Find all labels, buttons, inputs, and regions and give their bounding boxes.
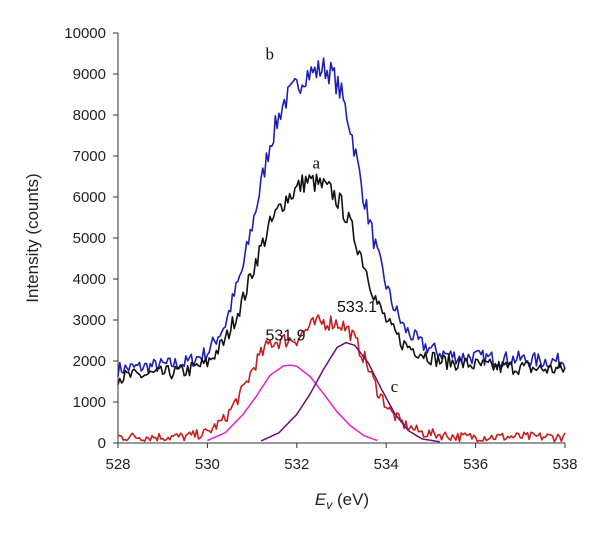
x-tick-label: 534 (374, 456, 399, 473)
x-tick-label: 538 (552, 456, 577, 473)
annotation-533-1: 533.1 (337, 299, 377, 316)
annotation-531-9: 531.9 (266, 328, 306, 345)
series-line-fit-533.1 (260, 341, 440, 443)
series-line-c (117, 314, 566, 443)
x-axis-label-symbol: E (315, 490, 327, 509)
x-tick-label: 536 (463, 456, 488, 473)
series-line-a (117, 173, 566, 385)
y-tick-label: 2000 (73, 353, 106, 370)
y-tick-label: 1000 (73, 394, 106, 411)
series-line-fit-531.9 (207, 364, 378, 442)
series-line-b (117, 57, 566, 377)
y-tick-label: 3000 (73, 312, 106, 329)
y-axis-label: Intensity (counts) (23, 173, 42, 302)
x-tick-label: 532 (284, 456, 309, 473)
annotation-c: c (391, 377, 399, 396)
annotation-b: b (266, 45, 275, 64)
y-tick-label: 8000 (73, 107, 106, 124)
annotation-a: a (312, 153, 320, 172)
y-tick-label: 10000 (64, 25, 106, 42)
x-tick-label: 530 (195, 456, 220, 473)
y-tick-label: 9000 (73, 66, 106, 83)
x-tick-label: 528 (105, 456, 130, 473)
y-tick-label: 0 (98, 435, 106, 452)
y-tick-label: 4000 (73, 271, 106, 288)
x-axis-label-unit: (eV) (332, 490, 369, 509)
y-tick-label: 7000 (73, 148, 106, 165)
x-axis-label-subscript: v (326, 498, 333, 512)
y-tick-label: 5000 (73, 230, 106, 247)
y-tick-label: 6000 (73, 189, 106, 206)
x-axis-label: Ev (eV) (315, 490, 369, 512)
